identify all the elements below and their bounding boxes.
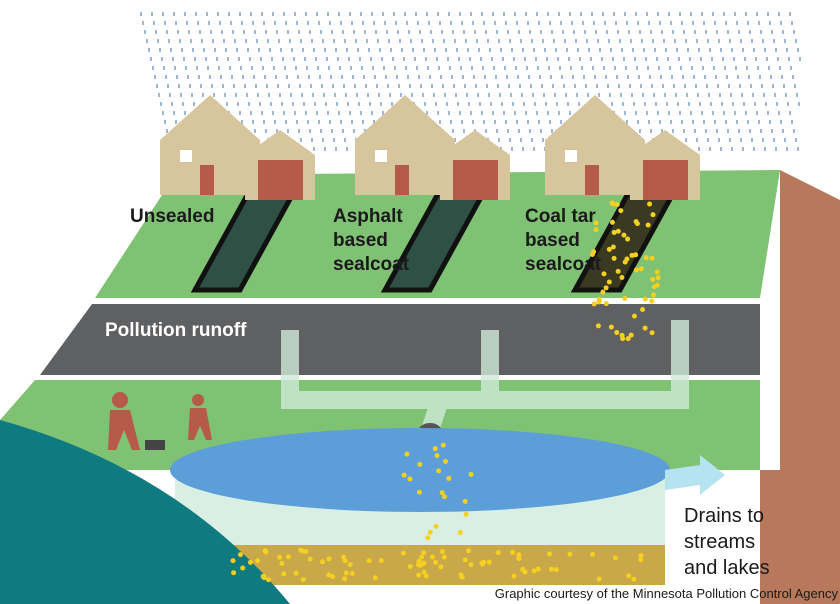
road <box>40 300 760 375</box>
pollutant-dots <box>230 200 661 583</box>
houses <box>160 95 700 200</box>
dog <box>145 440 165 450</box>
drains-label: and lakes <box>684 557 770 579</box>
drains-label: streams <box>684 531 755 553</box>
label: Asphalt <box>333 206 403 227</box>
arrow <box>665 455 725 495</box>
pond-surface <box>170 428 670 512</box>
label: based <box>333 230 388 251</box>
label: based <box>525 230 580 251</box>
driveways <box>190 187 680 293</box>
runoff-label: Pollution runoff <box>105 320 247 341</box>
people <box>108 392 212 450</box>
label: Unsealed <box>130 206 214 227</box>
label: sealcoat <box>333 254 410 275</box>
label: sealcoat <box>525 254 602 275</box>
credit: Graphic courtesy of the Minnesota Pollut… <box>495 586 839 601</box>
corner-shape <box>0 420 290 604</box>
earth-side <box>760 170 840 604</box>
label: Coal tar <box>525 206 596 227</box>
drains-label: Drains to <box>684 505 764 527</box>
